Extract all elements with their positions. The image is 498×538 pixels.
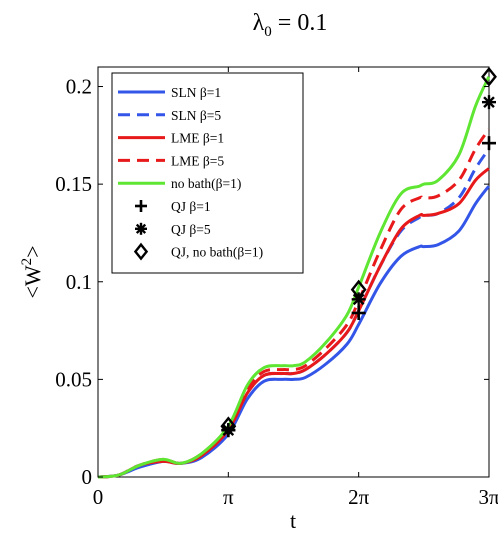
x-tick-label-0: 0: [93, 485, 104, 509]
x-axis-title: t: [290, 508, 296, 533]
legend: SLN β=1 SLN β=5 LME β=1 LME β=5 no bath(β=1)…: [111, 72, 304, 274]
legend-label-0: SLN β=1: [171, 85, 221, 100]
title-symbol: λ: [253, 10, 265, 36]
series-7-marker-0: [220, 416, 237, 437]
title-subscript: 0: [264, 24, 272, 40]
legend-swatch-7: [133, 242, 149, 261]
y-tick-label-2: 0.1: [66, 270, 92, 294]
legend-label-6: QJ β=5: [171, 222, 211, 237]
y-axis-title: <W2>: [19, 245, 45, 298]
y-tick-label-3: 0.15: [55, 172, 92, 196]
x-ticks: 0 π 2π 3π: [93, 67, 498, 509]
y-tick-label-4: 0.2: [66, 75, 92, 99]
legend-label-1: SLN β=5: [171, 108, 221, 123]
chart-title: λ0 = 0.1: [253, 10, 328, 40]
y-axis-title-sup: 2: [19, 258, 35, 266]
x-tick-label-2: 2π: [348, 485, 370, 509]
y-tick-label-0: 0: [82, 465, 93, 489]
series-layer: [97, 66, 497, 479]
series-line-4: [97, 76, 491, 479]
plot-frame: [97, 66, 490, 478]
x-tick-label-1: π: [223, 485, 234, 509]
series-6-marker-0: [222, 424, 235, 436]
legend-label-5: QJ β=1: [171, 199, 211, 214]
x-tick-label-3: 3π: [478, 485, 498, 509]
y-ticks: 0 0.05 0.1 0.15 0.2: [55, 75, 489, 489]
y-tick-label-1: 0.05: [55, 367, 92, 391]
legend-box: [111, 72, 304, 274]
legend-label-7: QJ, no bath(β=1): [171, 245, 263, 260]
legend-label-2: LME β=1: [171, 131, 224, 146]
y-axis-title-prefix: <W: [20, 265, 45, 298]
series-6-marker-2: [483, 96, 495, 108]
series-7-marker-1: [350, 279, 367, 300]
legend-label-3: LME β=5: [171, 153, 224, 168]
title-rest: = 0.1: [272, 10, 328, 36]
legend-label-4: no bath(β=1): [171, 176, 241, 191]
y-axis-title-suffix: >: [20, 245, 45, 257]
series-7-marker-2: [481, 66, 497, 87]
legend-swatch-6: [135, 223, 147, 234]
